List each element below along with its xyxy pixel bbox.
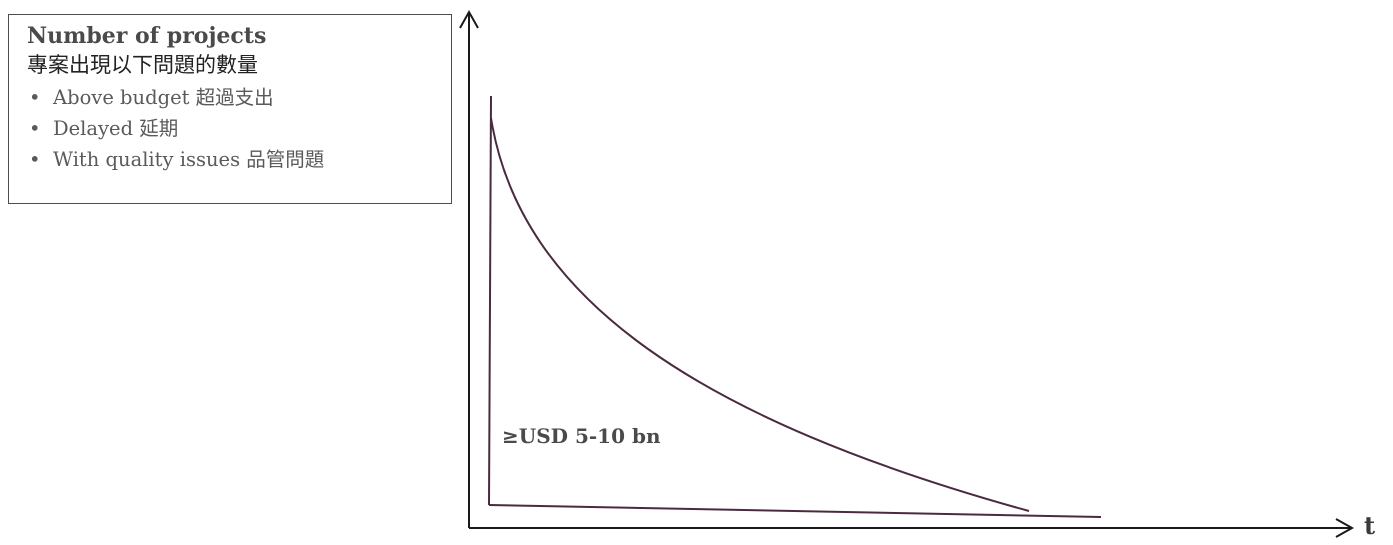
- bullet-icon: •: [29, 117, 41, 140]
- curve-baseline: [488, 504, 1102, 518]
- x-axis-label: t: [1364, 511, 1376, 540]
- legend-item-quality-issues: • With quality issues 品管問題: [27, 144, 451, 175]
- legend-item-label: Delayed 延期: [53, 117, 179, 140]
- legend-item-label: With quality issues 品管問題: [53, 148, 325, 171]
- y-axis-arrowhead: [459, 9, 479, 29]
- curve-label: ≥USD 5-10 bn: [502, 424, 661, 448]
- bullet-icon: •: [29, 148, 41, 171]
- legend-title: Number of projects: [27, 23, 267, 49]
- legend-item-above-budget: • Above budget 超過支出: [27, 82, 451, 113]
- curve-left-edge: [488, 95, 492, 506]
- legend-item-delayed: • Delayed 延期: [27, 113, 451, 144]
- x-axis-arrowhead: [1335, 518, 1355, 538]
- decay-curve: [490, 117, 1030, 512]
- legend-subtitle: 專案出現以下問題的數量: [27, 53, 258, 77]
- legend-item-label: Above budget 超過支出: [53, 86, 274, 109]
- legend-list: • Above budget 超過支出 • Delayed 延期 • With …: [27, 82, 451, 175]
- bullet-icon: •: [29, 86, 41, 109]
- legend-box: Number of projects 專案出現以下問題的數量 • Above b…: [8, 14, 452, 204]
